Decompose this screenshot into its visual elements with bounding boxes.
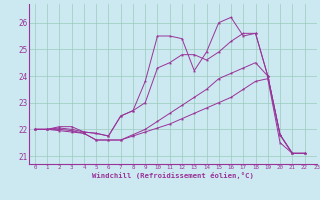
X-axis label: Windchill (Refroidissement éolien,°C): Windchill (Refroidissement éolien,°C) (92, 172, 254, 179)
